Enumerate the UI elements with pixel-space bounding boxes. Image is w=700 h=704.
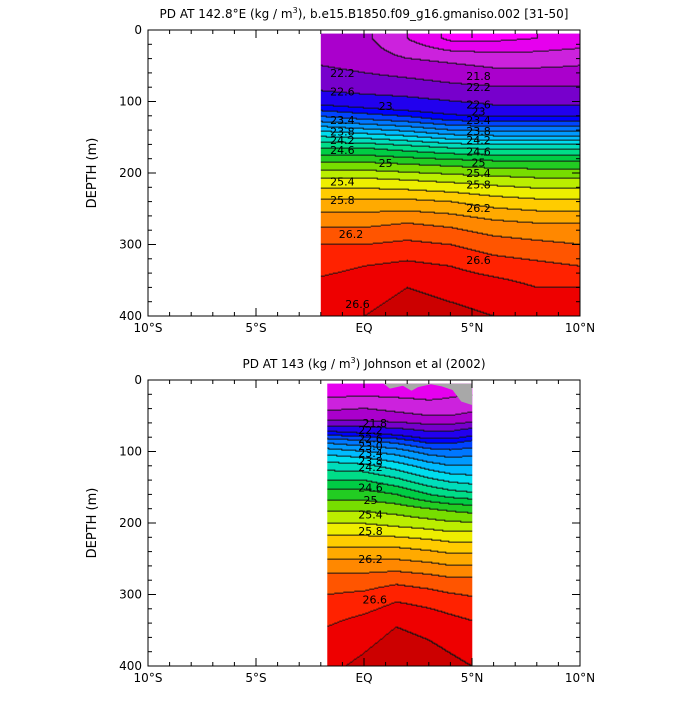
- y-tick-label: 200: [119, 516, 142, 530]
- y-tick-label: 0: [134, 373, 142, 387]
- contour-label: 25.4: [466, 167, 491, 180]
- contour-label: 21.8: [466, 70, 491, 83]
- chart-title-part: ), b.e15.B1850.f09_g16.gmaniso.002 [31-5…: [298, 7, 569, 21]
- y-axis-label: DEPTH (m): [85, 488, 100, 559]
- contour-label: 25.8: [466, 178, 491, 191]
- contour-label: 26.6: [345, 298, 370, 311]
- contour-label: 21.8: [363, 417, 388, 430]
- contour-label: 25.8: [358, 525, 383, 538]
- contour-label: 23.0: [358, 440, 383, 453]
- y-tick-label: 100: [119, 445, 142, 459]
- contour-label: 24.6: [466, 146, 491, 159]
- x-tick-label: 10°N: [565, 321, 595, 335]
- contour-label: 23.4: [330, 114, 355, 127]
- y-tick-label: 300: [119, 238, 142, 252]
- chart-title-superscript: 3: [293, 6, 298, 15]
- x-tick-label: EQ: [355, 671, 372, 685]
- contour-label: 22.6: [330, 85, 355, 98]
- y-tick-label: 100: [119, 95, 142, 109]
- x-tick-label: EQ: [355, 321, 372, 335]
- contour-label: 22.2: [466, 81, 491, 94]
- contour-label: 25: [363, 494, 377, 507]
- chart-title-superscript: 3: [351, 356, 356, 365]
- y-axis-label: DEPTH (m): [85, 138, 100, 209]
- contour-label: 23.8: [358, 455, 383, 468]
- contour-label: 23.4: [358, 447, 383, 460]
- x-tick-label: 5°N: [461, 321, 484, 335]
- contour-label: 23.8: [330, 126, 355, 139]
- x-tick-label: 10°S: [134, 671, 163, 685]
- contour-label: 22.2: [358, 424, 383, 437]
- contour-label: 22.6: [466, 98, 491, 111]
- contour-label: 26.2: [358, 553, 383, 566]
- x-tick-label: 5°S: [245, 671, 266, 685]
- contour-label: 22.2: [330, 67, 355, 80]
- contour-label: 23.8: [466, 125, 491, 138]
- contour-field: 22.222.62323.423.824.224.62525.425.826.2…: [320, 33, 580, 316]
- contour-label: 25: [471, 156, 485, 169]
- y-tick-label: 400: [119, 659, 142, 673]
- contour-label: 26.2: [339, 228, 364, 241]
- y-tick-label: 0: [134, 23, 142, 37]
- y-tick-label: 200: [119, 166, 142, 180]
- x-tick-label: 10°N: [565, 671, 595, 685]
- contour-label: 24.6: [358, 481, 383, 494]
- upper-panel: 22.222.62323.423.824.224.62525.425.826.2…: [85, 6, 595, 335]
- contour-label: 23.4: [466, 114, 491, 127]
- contour-label: 23: [471, 106, 485, 119]
- chart-title: PD AT 142.8°E (kg / m3), b.e15.B1850.f09…: [160, 6, 569, 21]
- contour-label: 26.6: [466, 254, 491, 267]
- contour-label: 22.6: [358, 433, 383, 446]
- contour-label: 25: [379, 157, 393, 170]
- contour-label: 23: [379, 100, 393, 113]
- chart-title-part: PD AT 142.8°E (kg / m: [160, 7, 293, 21]
- contour-raster: [327, 383, 473, 666]
- contour-label: 24.2: [330, 134, 355, 147]
- contour-label: 24.2: [466, 134, 491, 147]
- contour-label: 25.4: [330, 176, 355, 189]
- contour-label: 25.8: [330, 194, 355, 207]
- chart-title: PD AT 143 (kg / m3) Johnson et al (2002): [242, 356, 485, 371]
- y-tick-label: 300: [119, 588, 142, 602]
- missing-data-region: [383, 383, 472, 406]
- x-tick-label: 5°N: [461, 671, 484, 685]
- contour-label: 24.6: [330, 144, 355, 157]
- chart-title-part: ) Johnson et al (2002): [356, 357, 486, 371]
- contour-label: 25.4: [358, 508, 383, 521]
- contour-raster: [320, 33, 580, 316]
- x-tick-label: 5°S: [245, 321, 266, 335]
- contour-label: 24.2: [358, 461, 383, 474]
- contour-label: 26.6: [363, 594, 388, 607]
- x-tick-label: 10°S: [134, 321, 163, 335]
- chart-title-part: PD AT 143 (kg / m: [242, 357, 350, 371]
- y-tick-label: 400: [119, 309, 142, 323]
- contour-label: 26.2: [466, 202, 491, 215]
